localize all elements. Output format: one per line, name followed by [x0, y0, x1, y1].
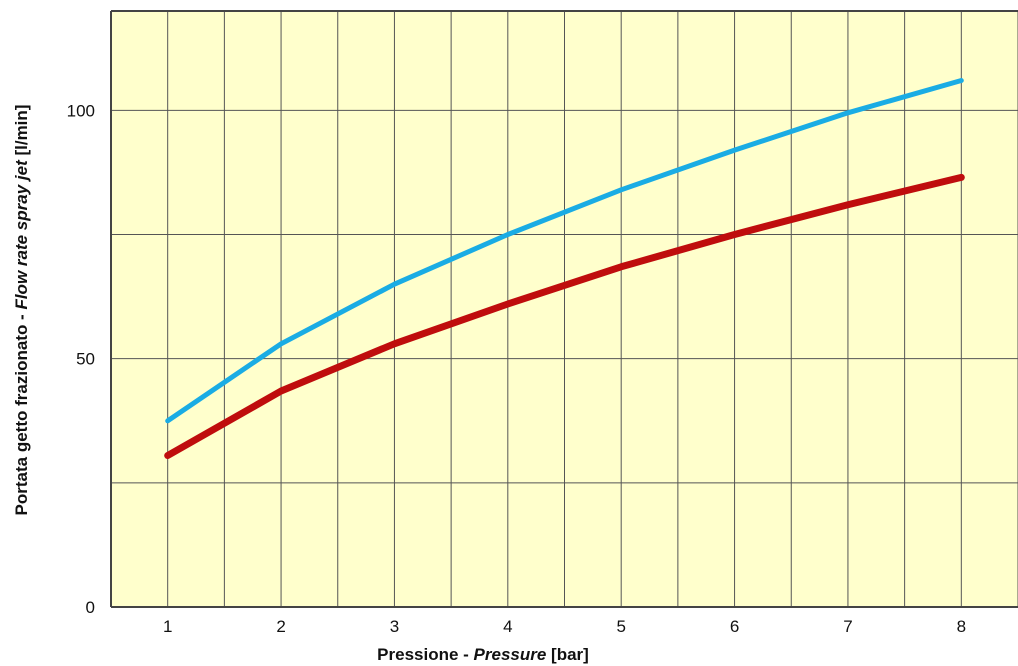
x-tick-labels: 1 2 3 4 5 6 7 8 [163, 617, 966, 636]
x-axis-title-italic: Pressure [474, 645, 547, 664]
y-axis-title-unit: [l/min] [12, 105, 31, 161]
series-line-1 [165, 78, 964, 424]
grid [110, 11, 1018, 607]
y-tick-label: 100 [67, 101, 95, 120]
x-tick-label: 1 [163, 617, 172, 636]
x-tick-label: 2 [276, 617, 285, 636]
series-layer [164, 78, 965, 459]
x-tick-label: 8 [957, 617, 966, 636]
x-axis-title: Pressione - Pressure [bar] [377, 645, 589, 664]
x-axis-title-unit: [bar] [546, 645, 589, 664]
y-axis-title: Portata getto frazionato - Flow rate spr… [12, 105, 31, 516]
x-tick-label: 7 [843, 617, 852, 636]
x-tick-label: 4 [503, 617, 512, 636]
x-axis-title-main: Pressione - [377, 645, 473, 664]
y-tick-labels: 0 50 100 [67, 101, 95, 617]
y-tick-label: 0 [86, 598, 95, 617]
y-axis-title-italic: Flow rate spray jet [12, 159, 31, 310]
y-tick-label: 50 [76, 350, 95, 369]
x-tick-label: 6 [730, 617, 739, 636]
series-line-2 [164, 173, 965, 459]
y-axis-title-main: Portata getto frazionato - [12, 310, 31, 516]
x-tick-label: 3 [390, 617, 399, 636]
x-tick-label: 5 [616, 617, 625, 636]
